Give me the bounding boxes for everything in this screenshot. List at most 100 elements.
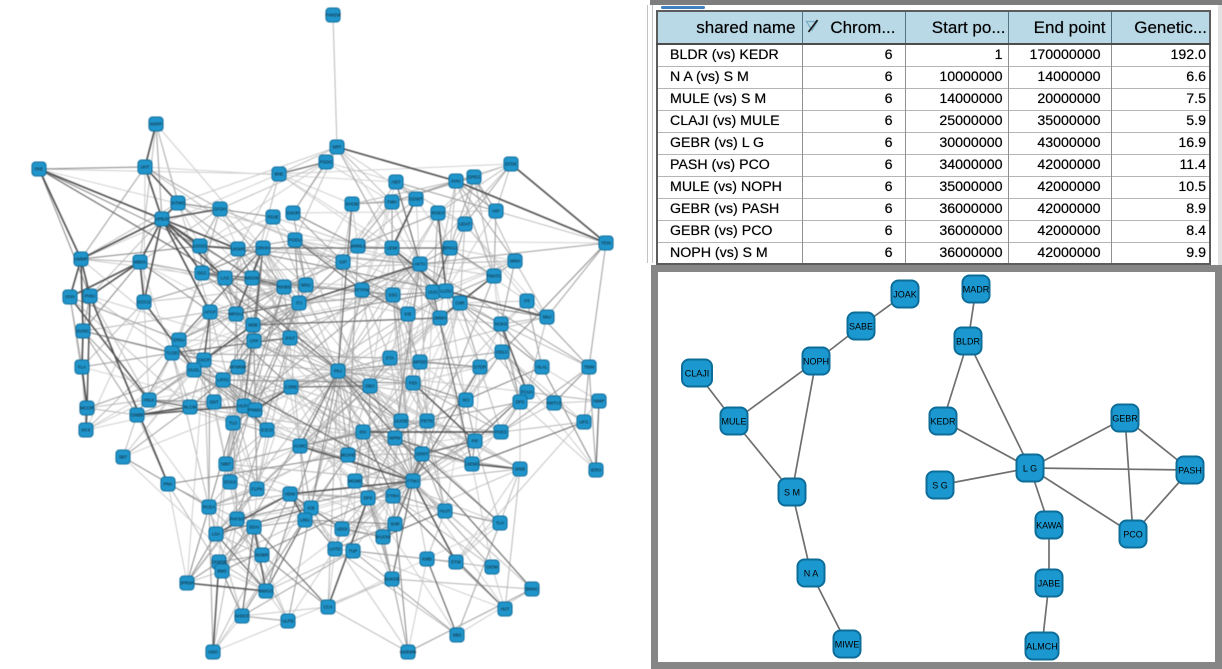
svg-text:TUJ: TUJ	[229, 421, 237, 426]
svg-text:ITJ: ITJ	[296, 301, 302, 306]
svg-text:KFJI: KFJI	[82, 428, 91, 433]
svg-text:PIF: PIF	[472, 439, 479, 444]
svg-text:FCUA: FCUA	[521, 390, 533, 395]
svg-text:JOAK: JOAK	[893, 289, 917, 299]
svg-text:HUT: HUT	[501, 607, 510, 612]
svg-text:JATWO: JATWO	[171, 201, 186, 206]
svg-text:GIP: GIP	[339, 260, 347, 265]
svg-text:GWJR: GWJR	[287, 211, 300, 216]
svg-text:GNT: GNT	[209, 400, 218, 405]
svg-text:UHT: UHT	[141, 165, 150, 170]
svg-text:FTRH: FTRH	[387, 494, 398, 499]
svg-text:LAG: LAG	[221, 276, 230, 281]
svg-text:HLAL: HLAL	[537, 365, 548, 370]
svg-text:NIBT: NIBT	[221, 462, 231, 467]
svg-text:MPOAJ: MPOAJ	[229, 312, 244, 317]
svg-text:NNJ: NNJ	[543, 315, 551, 320]
svg-text:IERO: IERO	[591, 468, 602, 473]
svg-text:JABE: JABE	[1038, 578, 1061, 588]
svg-text:NLCW: NLCW	[184, 405, 198, 410]
svg-text:HFWNW: HFWNW	[230, 365, 248, 370]
svg-text:MSB: MSB	[248, 323, 257, 328]
svg-text:KHU: KHU	[451, 179, 460, 184]
svg-text:BPKSJ: BPKSJ	[443, 246, 457, 251]
svg-text:PDJE: PDJE	[268, 215, 279, 220]
svg-text:LSA: LSA	[212, 532, 220, 537]
svg-text:SHR: SHR	[390, 522, 399, 527]
svg-text:SBT: SBT	[119, 455, 128, 460]
svg-text:FFPI: FFPI	[65, 295, 74, 300]
svg-text:NWGO: NWGO	[259, 589, 274, 594]
svg-text:WSB: WSB	[515, 467, 525, 472]
svg-text:L G: L G	[1023, 463, 1037, 473]
svg-text:PSDG: PSDG	[320, 160, 333, 165]
svg-text:NOBR: NOBR	[256, 553, 268, 558]
svg-text:UMMP: UMMP	[74, 257, 87, 262]
svg-text:TEIN: TEIN	[601, 241, 611, 246]
svg-text:RIHBS: RIHBS	[277, 285, 290, 290]
svg-text:UDAT: UDAT	[459, 222, 471, 227]
svg-text:TBIM: TBIM	[584, 365, 595, 370]
svg-text:TUP: TUP	[349, 549, 358, 554]
svg-text:WNH: WNH	[510, 259, 520, 264]
svg-text:CSRE: CSRE	[285, 385, 297, 390]
svg-text:UUIOE: UUIOE	[394, 419, 408, 424]
svg-text:SBG: SBG	[452, 633, 462, 638]
svg-text:FLPN: FLPN	[252, 487, 263, 492]
svg-text:UEMI: UEMI	[387, 246, 398, 251]
svg-text:CKWSE: CKWSE	[211, 560, 227, 565]
svg-text:NWMLS: NWMLS	[350, 244, 366, 249]
svg-text:HIP: HIP	[492, 209, 499, 214]
svg-text:UFG: UFG	[579, 420, 589, 425]
svg-text:EFDK: EFDK	[505, 162, 517, 167]
svg-text:JHLF: JHLF	[285, 336, 296, 341]
svg-text:UKWR: UKWR	[231, 247, 244, 252]
svg-text:PKJ: PKJ	[334, 369, 342, 374]
svg-text:GTDR: GTDR	[474, 365, 486, 370]
svg-text:MCCIR: MCCIR	[80, 406, 94, 411]
svg-text:PHIU: PHIU	[85, 294, 95, 299]
svg-text:JPRSP: JPRSP	[180, 581, 194, 586]
svg-text:EKI: EKI	[360, 430, 367, 435]
svg-text:JMWH: JMWH	[434, 316, 447, 321]
svg-text:BHJOW: BHJOW	[375, 535, 391, 540]
svg-text:ERNJ: ERNJ	[173, 338, 184, 343]
svg-text:MIWE: MIWE	[835, 639, 860, 649]
svg-text:DBO: DBO	[365, 384, 375, 389]
svg-text:AFCP: AFCP	[204, 310, 216, 315]
svg-text:S M: S M	[784, 487, 800, 497]
svg-text:ULPD: ULPD	[282, 619, 293, 624]
svg-text:EJCO: EJCO	[261, 428, 273, 433]
svg-text:LLOU: LLOU	[440, 289, 451, 294]
svg-text:MPDD: MPDD	[414, 360, 427, 365]
svg-text:ODLC: ODLC	[496, 350, 508, 355]
svg-text:FFTPW: FFTPW	[355, 288, 371, 293]
svg-text:DPS: DPS	[516, 400, 525, 405]
svg-text:ROEH: ROEH	[432, 211, 444, 216]
svg-text:BUKGB: BUKGB	[384, 577, 399, 582]
svg-text:SSG: SSG	[388, 293, 398, 298]
svg-text:GRRT: GRRT	[416, 452, 428, 457]
svg-text:S G: S G	[932, 480, 948, 490]
svg-text:FHKEW: FHKEW	[325, 13, 341, 18]
svg-text:CNR: CNR	[455, 301, 464, 306]
svg-text:ICB: ICB	[307, 506, 314, 511]
svg-text:OIOM: OIOM	[486, 565, 498, 570]
svg-text:MGJHD: MGJHD	[340, 453, 355, 458]
svg-text:MADR: MADR	[963, 284, 990, 294]
svg-text:PCO: PCO	[1123, 529, 1143, 539]
svg-text:NOPH: NOPH	[803, 356, 829, 366]
svg-text:FTWJ: FTWJ	[407, 479, 418, 484]
svg-text:BNNC: BNNC	[526, 587, 538, 592]
svg-text:NRT: NRT	[333, 145, 342, 150]
svg-text:HIILK: HIILK	[144, 398, 155, 403]
svg-text:N A: N A	[804, 568, 819, 578]
svg-text:UUG: UUG	[428, 290, 438, 295]
svg-text:FKE: FKE	[35, 167, 43, 172]
svg-text:ETW: ETW	[451, 560, 461, 565]
svg-text:TWATC: TWATC	[487, 274, 502, 279]
svg-text:PODU: PODU	[289, 238, 301, 243]
svg-text:ACMC: ACMC	[294, 444, 307, 449]
svg-text:GFDH: GFDH	[214, 207, 226, 212]
svg-text:PASH: PASH	[1178, 465, 1202, 475]
